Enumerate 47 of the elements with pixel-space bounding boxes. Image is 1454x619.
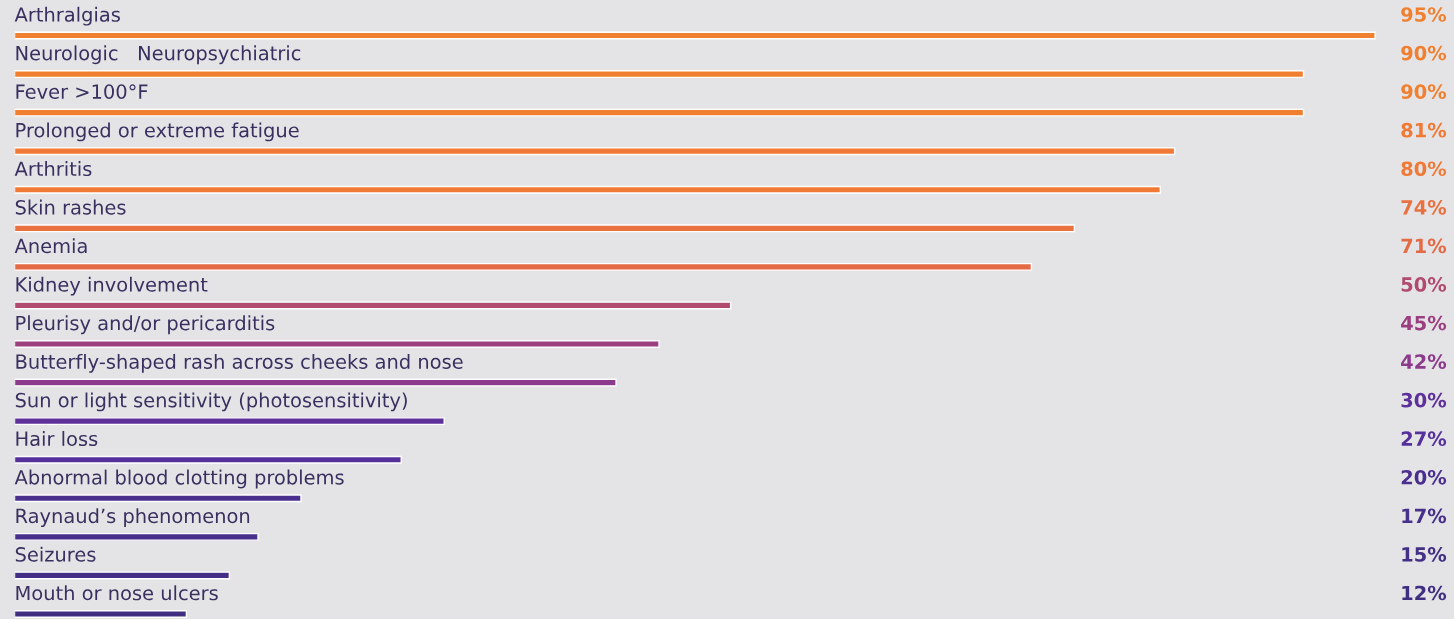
bar xyxy=(14,494,302,503)
bar xyxy=(14,262,1033,271)
y-tick-label: Anemia xyxy=(14,238,87,254)
data-label: 90% xyxy=(1401,84,1447,99)
y-tick-label: Butterfly-shaped rash across cheeks and nose xyxy=(16,353,463,373)
y-tick-label: Arthralgias xyxy=(14,6,120,26)
data-label: 17% xyxy=(1402,508,1447,524)
y-tick-label: Abnormal blood clotting problems xyxy=(14,469,344,489)
bar xyxy=(14,185,1161,194)
data-label: 95% xyxy=(1401,7,1447,22)
y-tick-label: Arthritis xyxy=(14,161,92,177)
bar xyxy=(14,147,1176,156)
y-tick-label: Hair loss xyxy=(16,431,98,447)
data-label: 42% xyxy=(1401,354,1447,369)
y-tick-label: Prolonged or extreme fatigue xyxy=(16,122,299,142)
bar xyxy=(14,417,445,426)
bar xyxy=(14,610,188,618)
data-label: 71% xyxy=(1401,238,1447,254)
y-tick-label: Pleurisy and/or pericarditis xyxy=(16,315,275,335)
bar xyxy=(14,108,1305,117)
bar xyxy=(14,378,617,387)
y-tick-label: Sun or light sensitivity (photosensitivity) xyxy=(15,392,407,412)
data-label: 80% xyxy=(1401,161,1447,177)
bar xyxy=(14,340,660,348)
data-label: 30% xyxy=(1401,392,1447,408)
bar xyxy=(14,455,402,464)
bar xyxy=(14,224,1076,233)
data-label: 50% xyxy=(1401,277,1447,292)
bar xyxy=(14,301,732,310)
data-label: 20% xyxy=(1401,469,1447,485)
y-tick-label: Fever >100°F xyxy=(16,84,148,99)
y-tick-label: Kidney involvement xyxy=(16,276,208,296)
y-tick-label: Neurologic Neuropsychiatric xyxy=(16,45,301,65)
bar xyxy=(14,571,231,580)
bar xyxy=(14,532,259,541)
bar xyxy=(14,70,1305,79)
data-label: 74% xyxy=(1401,199,1447,215)
y-tick-label: Raynaud’s phenomenon xyxy=(16,508,250,527)
data-label: 27% xyxy=(1401,431,1447,447)
data-label: 15% xyxy=(1402,547,1447,562)
y-tick-label: Skin rashes xyxy=(15,199,126,215)
y-tick-label: Mouth or nose ulcers xyxy=(16,585,218,601)
data-label: 90% xyxy=(1401,45,1447,61)
y-tick-label: Seizures xyxy=(15,546,96,562)
data-label: 12% xyxy=(1402,585,1447,601)
data-label: 81% xyxy=(1401,122,1447,138)
data-label: 45% xyxy=(1401,315,1447,331)
